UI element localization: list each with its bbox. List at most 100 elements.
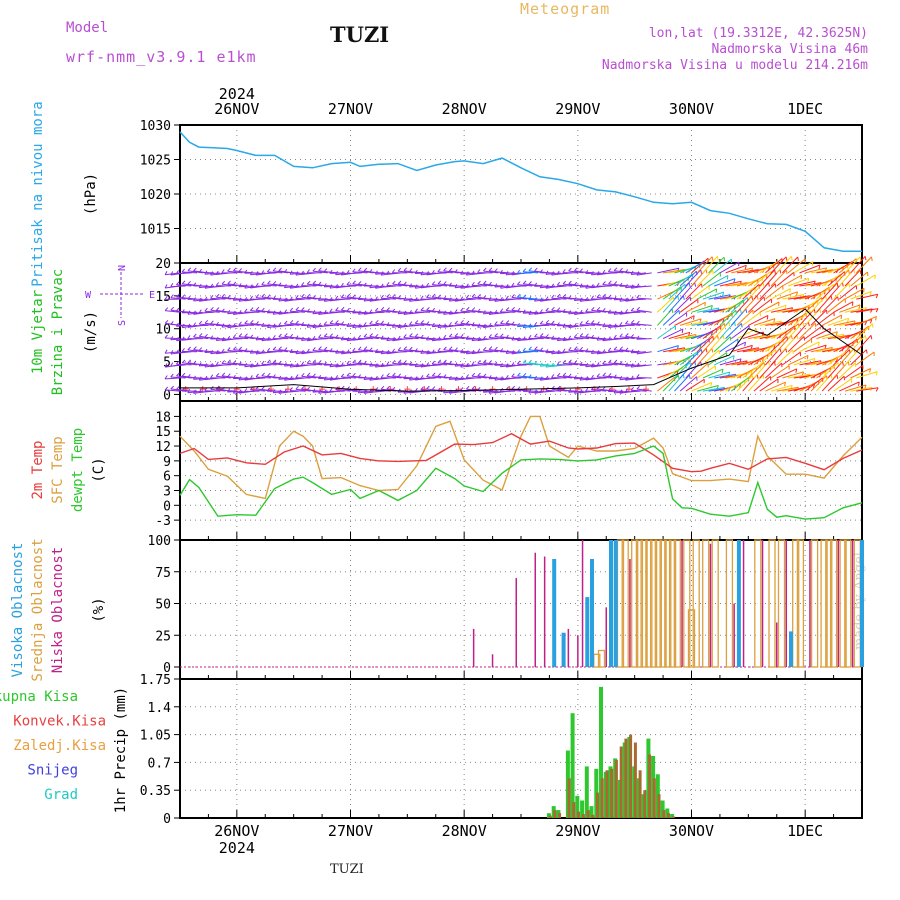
- low-cloud-bar: [629, 559, 631, 667]
- wind-barb-flag: [773, 318, 776, 323]
- wind-barb-flag: [591, 307, 595, 311]
- wind-barb-flag: [522, 280, 527, 285]
- wind-barb-flag: [700, 269, 702, 274]
- wind-barb-flag: [517, 281, 521, 285]
- wind-barb: [702, 272, 721, 287]
- wind-barb-flag: [198, 283, 202, 288]
- wind-barb-flag: [363, 360, 367, 365]
- conv-precip-bar: [558, 813, 562, 818]
- wind-barb-flag: [460, 296, 464, 301]
- wind-barb: [844, 269, 861, 287]
- wind-barb-flag: [340, 350, 344, 355]
- wind-barb-flag: [545, 296, 549, 301]
- wind-barb-flag: [585, 387, 589, 392]
- wind-barb-flag: [346, 270, 350, 274]
- wind-barb-flag: [176, 307, 180, 312]
- wind-barb: [409, 324, 425, 326]
- wind-barb-flag: [625, 333, 629, 337]
- wind-barb-flag: [170, 283, 174, 287]
- wind-barb-flag: [528, 296, 532, 300]
- wind-barb: [765, 338, 784, 353]
- wind-barb-flag: [551, 350, 554, 355]
- wind-barb-flag: [741, 323, 743, 328]
- wind-barb: [397, 338, 414, 340]
- wind-barb-flag: [198, 347, 203, 351]
- wind-barb-flag: [728, 322, 731, 327]
- wind-barb-flag: [681, 329, 684, 334]
- wind-barb-flag: [505, 349, 509, 354]
- wind-barb: [850, 349, 867, 366]
- wind-barb: [787, 312, 807, 326]
- wind-barb: [426, 376, 442, 379]
- precip-ylabel: 1hr Precip (mm): [113, 687, 129, 813]
- wind-barb-flag: [386, 385, 390, 390]
- wind-barb-flag: [306, 293, 311, 298]
- wind-barb: [810, 328, 831, 340]
- day-label-bottom: 27NOV: [328, 822, 373, 840]
- wind-barb-flag: [312, 280, 317, 285]
- mid-cloud-bar: [711, 539, 719, 668]
- wind-barb: [540, 390, 556, 393]
- wind-barb: [454, 390, 470, 393]
- wind-barb: [568, 338, 584, 340]
- wind-barb-flag: [267, 294, 271, 299]
- wind-barb: [685, 301, 706, 313]
- wind-barb-flag: [562, 269, 566, 273]
- wind-barb-flag: [210, 362, 213, 367]
- wind-barb-flag: [323, 376, 327, 381]
- wind-barb-flag: [551, 374, 555, 378]
- temp-ylabel-sfc: SFC Temp: [50, 436, 66, 503]
- wind-barb-flag: [562, 293, 567, 298]
- conv-precip-bar: [567, 778, 571, 818]
- wind-barb-flag: [795, 291, 798, 296]
- wind-barb-flag: [443, 346, 447, 351]
- wind-barb: [731, 344, 753, 353]
- wind-barb: [568, 349, 584, 353]
- wind-barb: [596, 376, 612, 379]
- wind-barb-flag: [238, 283, 242, 288]
- wind-barb-flag: [272, 359, 277, 364]
- wind-barb: [289, 390, 306, 392]
- wind-barb-flag: [482, 310, 486, 315]
- wind-barb-flag: [431, 349, 435, 354]
- wind-barb-flag: [306, 280, 311, 285]
- wind-barb-flag: [306, 323, 310, 328]
- wind-barb: [816, 284, 834, 300]
- wind-barb: [821, 314, 842, 326]
- day-label-bottom: 30NOV: [669, 822, 714, 840]
- conv-precip-bar: [572, 802, 576, 818]
- wind-barb-flag: [763, 296, 766, 301]
- wind-barb-flag: [545, 349, 549, 353]
- wind-barb: [341, 285, 357, 287]
- wind-barb: [301, 375, 317, 379]
- wind-barb: [557, 284, 573, 287]
- wind-barb-flag: [221, 360, 225, 364]
- wind-barb: [545, 310, 561, 313]
- wind-barb: [787, 258, 806, 274]
- wind-barb-flag: [284, 333, 288, 337]
- wind-barb-flag: [488, 375, 492, 380]
- wind-barb: [747, 296, 765, 313]
- wind-barb-flag: [448, 322, 452, 326]
- model-elevation-label: Nadmorska Visina u modelu 214.216m: [601, 58, 868, 73]
- wind-speed-line: [180, 308, 863, 392]
- wind-barb-flag: [579, 297, 583, 302]
- wind-barb-flag: [244, 376, 248, 381]
- mid-cloud-bar: [777, 539, 786, 668]
- wind-barb-flag: [545, 270, 549, 275]
- wind-barb-flag: [516, 269, 521, 274]
- wind-barb-flag: [539, 269, 543, 274]
- sfc-temp-line: [179, 415, 863, 500]
- wind-barb: [844, 287, 865, 300]
- wind-barb-flag: [806, 355, 809, 360]
- temp-ylabel-dewpt: dewpt Temp: [70, 428, 86, 512]
- wind-barb-flag: [312, 267, 316, 272]
- wind-speed-marker: [643, 386, 650, 393]
- wind-barb-flag: [613, 323, 617, 328]
- wind-barb-flag: [545, 375, 549, 380]
- wind-barb: [856, 315, 877, 326]
- wind-barb-flag: [414, 376, 418, 381]
- wind-barb-flag: [454, 347, 458, 352]
- wind-barb-flag: [875, 316, 877, 321]
- wind-barb-flag: [193, 389, 196, 394]
